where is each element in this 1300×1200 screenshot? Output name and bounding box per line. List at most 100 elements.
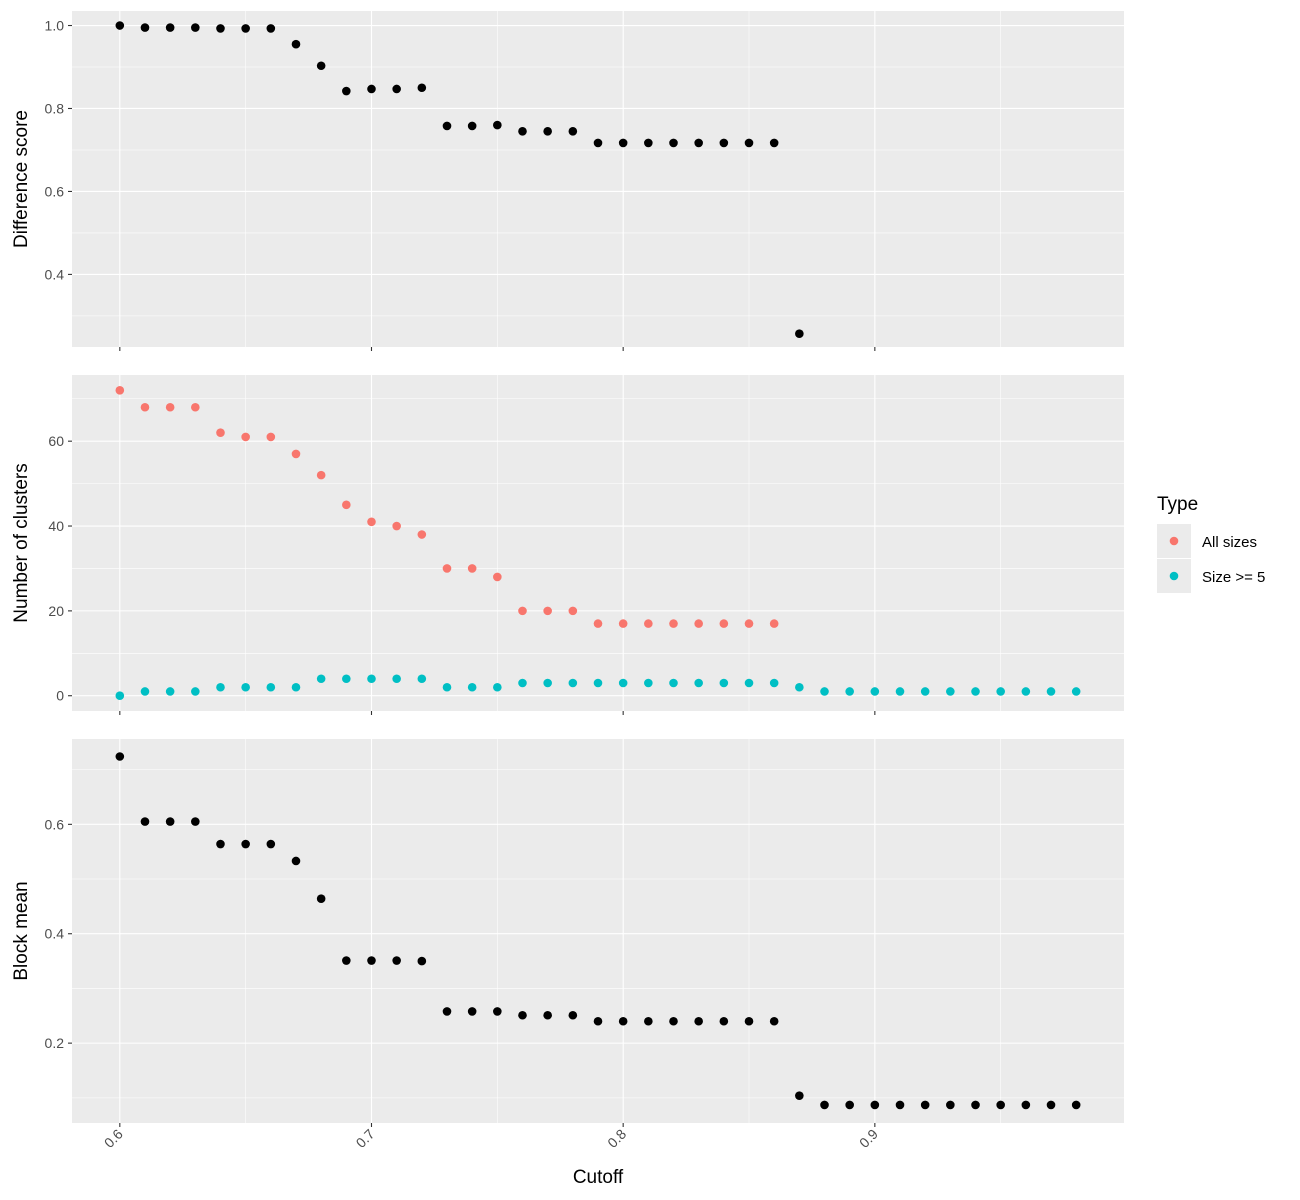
point-block-mean	[920, 1100, 930, 1110]
point-all-sizes	[115, 385, 125, 395]
point-block-mean	[618, 1016, 628, 1026]
point-block-mean	[392, 956, 401, 965]
point-difference-score	[191, 23, 200, 32]
panel-block-mean: 0.2 0.4 0.6 Block mean	[11, 739, 1124, 1127]
point-size-5	[845, 687, 854, 696]
point-size-5	[1021, 687, 1031, 696]
point-all-sizes	[191, 402, 200, 412]
point-block-mean	[744, 1016, 754, 1026]
point-size-5	[316, 674, 326, 684]
y-tick-label: 60	[48, 433, 64, 449]
point-size-5	[1046, 687, 1056, 696]
point-size-5	[543, 678, 552, 688]
legend-title: Type	[1157, 494, 1198, 515]
point-block-mean	[115, 752, 125, 761]
point-all-sizes	[644, 619, 653, 628]
y-tick-label: 20	[48, 603, 64, 619]
point-size-5	[719, 678, 729, 688]
point-size-5	[669, 678, 678, 688]
point-block-mean	[493, 1007, 502, 1016]
point-size-5	[191, 687, 200, 696]
point-block-mean	[241, 839, 250, 849]
point-size-5	[769, 678, 779, 688]
point-size-5	[820, 687, 829, 696]
point-size-5	[920, 687, 930, 696]
point-block-mean	[1071, 1100, 1081, 1110]
x-tick-label: 0.8	[604, 1126, 629, 1151]
point-all-sizes	[694, 619, 703, 628]
y-tick-label: 0.6	[45, 183, 65, 199]
point-block-mean	[669, 1016, 678, 1026]
x-tick-label: 0.9	[856, 1126, 881, 1151]
legend-label-size-ge-5: Size >= 5	[1202, 569, 1265, 586]
point-size-5	[971, 687, 980, 696]
y-tick-label: 0.6	[45, 816, 65, 832]
point-difference-score	[442, 121, 452, 131]
point-all-sizes	[442, 564, 452, 573]
point-size-5	[367, 674, 376, 684]
legend-marker-all-sizes	[1169, 536, 1179, 546]
point-size-5	[165, 687, 175, 696]
point-all-sizes	[518, 606, 527, 616]
panel-number-of-clusters: 0 20 40 60 Number of clusters	[11, 375, 1124, 715]
point-all-sizes	[165, 402, 175, 412]
point-block-mean	[971, 1100, 980, 1110]
point-size-5	[568, 678, 578, 688]
point-all-sizes	[266, 432, 276, 442]
point-size-5	[493, 682, 502, 692]
point-difference-score	[392, 84, 401, 94]
point-block-mean	[442, 1007, 452, 1016]
point-block-mean	[518, 1010, 527, 1020]
point-size-5	[467, 682, 477, 692]
point-size-5	[342, 674, 351, 684]
y-axis-title: Block mean	[11, 881, 32, 980]
point-block-mean	[845, 1100, 854, 1110]
y-tick-label: 1.0	[45, 18, 65, 34]
point-all-sizes	[316, 470, 326, 480]
point-difference-score	[417, 83, 427, 93]
point-block-mean	[719, 1016, 729, 1026]
point-all-sizes	[216, 428, 225, 437]
point-size-5	[140, 687, 150, 696]
point-all-sizes	[417, 530, 427, 539]
point-size-5	[241, 682, 250, 692]
point-all-sizes	[140, 402, 150, 412]
y-tick-label: 0.2	[45, 1035, 65, 1051]
point-block-mean	[694, 1016, 703, 1026]
y-axis-title: Difference score	[11, 110, 32, 248]
point-difference-score	[593, 138, 603, 148]
point-block-mean	[946, 1100, 955, 1110]
y-tick-label: 0.4	[45, 926, 65, 942]
point-block-mean	[568, 1010, 578, 1020]
point-difference-score	[518, 126, 527, 136]
point-all-sizes	[241, 432, 250, 442]
point-block-mean	[593, 1016, 603, 1026]
point-all-sizes	[769, 619, 779, 628]
point-all-sizes	[618, 619, 628, 628]
point-block-mean	[870, 1100, 880, 1110]
point-size-5	[644, 678, 653, 688]
point-all-sizes	[744, 619, 754, 628]
point-block-mean	[820, 1100, 829, 1110]
y-tick-label: 0.4	[45, 266, 65, 282]
point-all-sizes	[593, 619, 603, 628]
point-all-sizes	[342, 500, 351, 510]
y-tick-label: 0	[56, 688, 64, 704]
x-axis-title: Cutoff	[573, 1167, 624, 1188]
point-size-5	[996, 687, 1005, 696]
y-axis-title: Number of clusters	[11, 463, 32, 622]
point-block-mean	[367, 956, 376, 965]
legend: Type All sizes Size >= 5	[1157, 494, 1265, 593]
point-block-mean	[165, 817, 175, 826]
point-all-sizes	[493, 572, 502, 582]
point-size-5	[392, 674, 401, 684]
point-all-sizes	[669, 619, 678, 628]
point-difference-score	[266, 24, 276, 33]
y-tick-label: 0.8	[45, 100, 65, 116]
point-difference-score	[115, 21, 125, 30]
point-size-5	[795, 682, 804, 692]
point-block-mean	[795, 1091, 804, 1100]
point-difference-score	[694, 138, 703, 148]
point-block-mean	[1046, 1100, 1056, 1110]
point-block-mean	[895, 1100, 905, 1110]
